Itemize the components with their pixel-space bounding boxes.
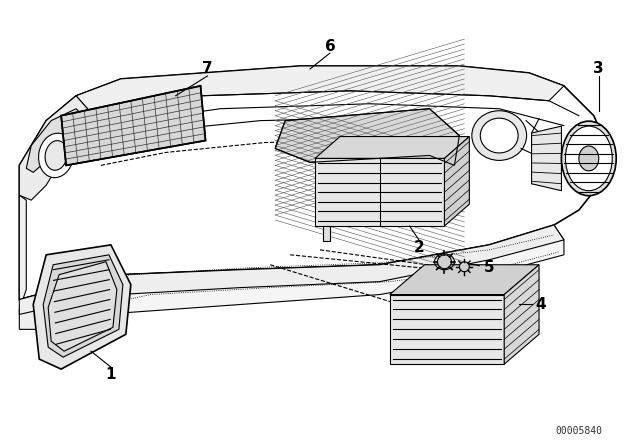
Polygon shape [19, 96, 91, 200]
Polygon shape [48, 262, 117, 351]
Ellipse shape [565, 126, 612, 191]
Text: 6: 6 [324, 39, 335, 54]
Text: 00005840: 00005840 [556, 426, 602, 436]
Ellipse shape [38, 133, 74, 178]
Polygon shape [504, 265, 539, 364]
Text: 5: 5 [484, 260, 495, 275]
Polygon shape [390, 294, 504, 364]
Ellipse shape [438, 255, 451, 269]
Ellipse shape [45, 141, 67, 170]
Polygon shape [532, 126, 561, 191]
Polygon shape [76, 66, 564, 113]
Polygon shape [275, 109, 460, 165]
Polygon shape [19, 195, 56, 329]
Polygon shape [390, 265, 539, 294]
Ellipse shape [472, 111, 527, 160]
Ellipse shape [579, 146, 599, 171]
Polygon shape [61, 86, 205, 165]
Text: 4: 4 [536, 297, 547, 312]
Polygon shape [19, 225, 564, 314]
Polygon shape [315, 159, 444, 226]
Polygon shape [323, 226, 330, 241]
Polygon shape [36, 225, 564, 319]
Text: 1: 1 [106, 366, 116, 382]
Ellipse shape [561, 121, 616, 196]
Polygon shape [444, 137, 469, 226]
Ellipse shape [480, 118, 518, 153]
Polygon shape [19, 66, 609, 300]
Text: 2: 2 [414, 240, 425, 255]
Ellipse shape [460, 262, 469, 271]
Text: 3: 3 [593, 61, 604, 77]
Polygon shape [44, 255, 123, 357]
Polygon shape [315, 137, 469, 159]
Text: 7: 7 [202, 61, 213, 77]
Polygon shape [33, 245, 131, 369]
Polygon shape [26, 109, 86, 172]
